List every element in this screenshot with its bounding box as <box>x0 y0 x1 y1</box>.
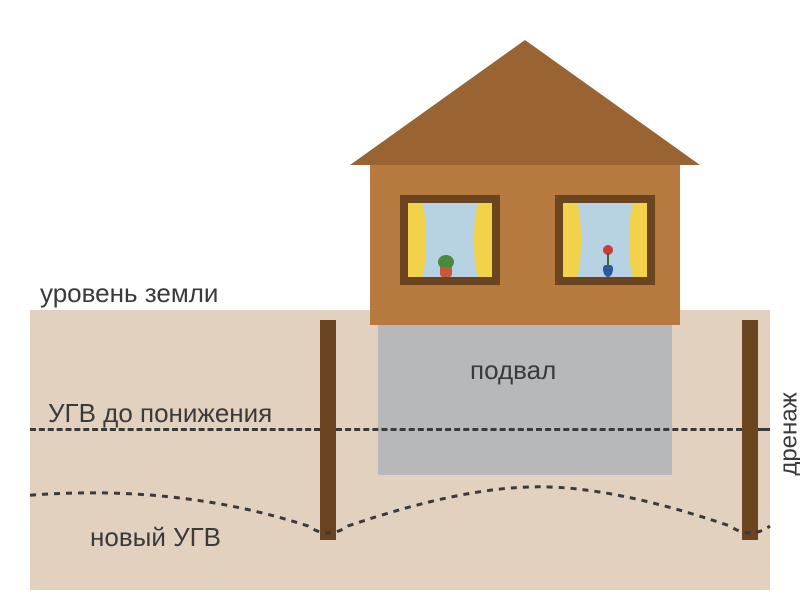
curtain-icon <box>629 203 647 277</box>
house-window-right <box>555 195 655 285</box>
vase-icon <box>603 265 613 277</box>
ugv-new-label: новый УГВ <box>90 522 221 553</box>
drain-label: дренаж <box>776 392 800 475</box>
basement-block <box>378 325 672 475</box>
basement-label: подвал <box>470 355 556 386</box>
curtain-icon <box>408 203 426 277</box>
ugv-before-line <box>336 428 742 431</box>
ugv-before-line <box>758 428 770 431</box>
ugv-before-label: УГВ до понижения <box>48 398 272 429</box>
plant-pot-icon <box>440 267 452 277</box>
ground-level-label: уровень земли <box>40 278 218 309</box>
curtain-icon <box>474 203 492 277</box>
house-roof <box>350 40 700 165</box>
house-window-left <box>400 195 500 285</box>
curtain-icon <box>563 203 581 277</box>
diagram-stage: подвал уровень земли УГВ до понижения но… <box>0 0 800 609</box>
